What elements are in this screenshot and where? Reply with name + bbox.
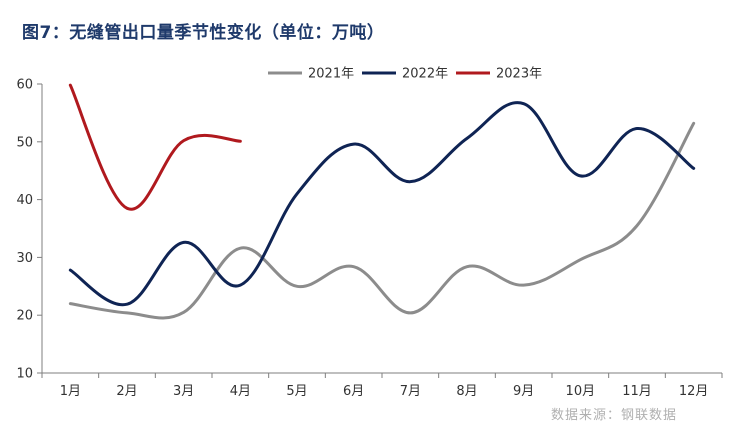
x-tick-label: 5月	[286, 384, 307, 399]
y-tick-label: 30	[16, 251, 33, 266]
data-source-note: 数据来源：钢联数据	[551, 408, 678, 423]
legend-label: 2021年	[308, 67, 354, 82]
series-line-2021年	[68, 121, 696, 320]
y-tick-label: 20	[16, 309, 33, 324]
y-tick-label: 60	[16, 78, 33, 93]
x-tick-label: 10月	[566, 384, 596, 399]
legend: 2021年 2022年 2023年	[268, 67, 542, 82]
legend-label: 2023年	[496, 67, 542, 82]
y-tick-label: 10	[16, 367, 33, 382]
x-tick-label: 9月	[513, 384, 534, 399]
x-tick-label: 1月	[60, 384, 81, 399]
axes: 10 20 30 40 50 60 1月 2月 3月 4月 5月 6月 7月 8月 9月 10月 11月 12月	[16, 78, 723, 399]
x-tick-label: 4月	[230, 384, 251, 399]
y-tick-label: 50	[16, 135, 33, 150]
x-tick-label: 8月	[456, 384, 477, 399]
series-line-2023年	[68, 83, 242, 211]
y-tick-label: 40	[16, 193, 33, 208]
chart-title: 图7：无缝管出口量季节性变化（单位：万吨）	[22, 23, 385, 43]
x-tick-label: 6月	[343, 384, 364, 399]
x-tick-label: 2月	[116, 384, 137, 399]
series-line-2022年	[68, 101, 696, 307]
x-tick-label: 7月	[400, 384, 421, 399]
series-lines	[68, 83, 696, 320]
x-tick-label: 3月	[173, 384, 194, 399]
x-tick-label: 11月	[622, 384, 652, 399]
x-tick-label: 12月	[679, 384, 709, 399]
legend-label: 2022年	[402, 67, 448, 82]
